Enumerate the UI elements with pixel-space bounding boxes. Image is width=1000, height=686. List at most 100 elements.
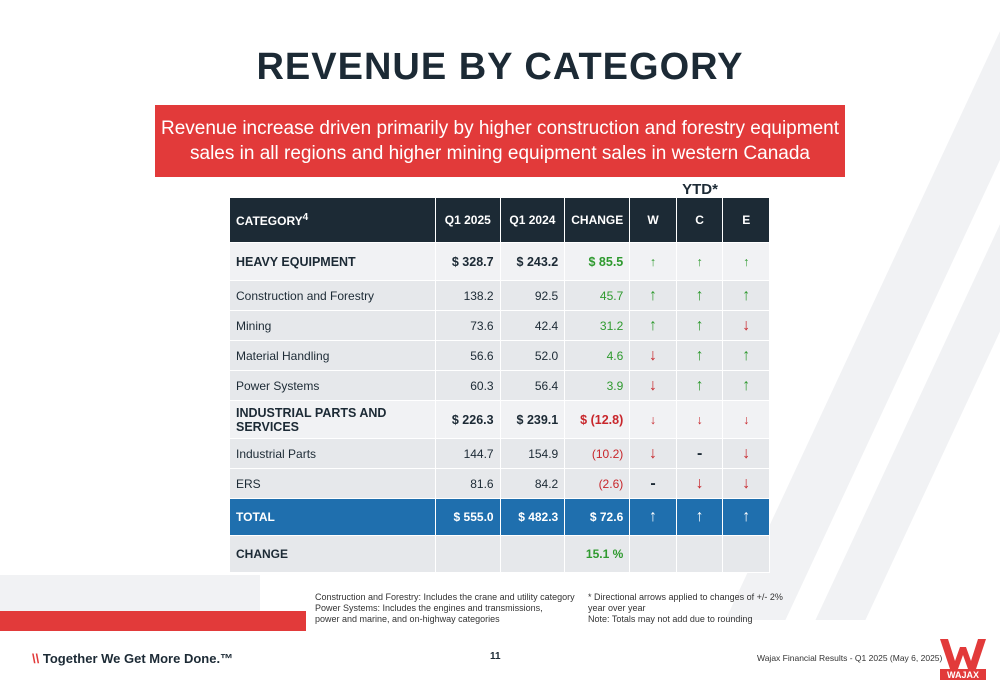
arrow-down-icon: ↓ — [629, 370, 677, 401]
footnote: Construction and Forestry: Includes the … — [315, 592, 575, 602]
row-label: Material Handling — [230, 340, 436, 371]
page-number: 11 — [490, 651, 501, 662]
arrow-down-icon: ↓ — [629, 400, 677, 439]
cell-empty — [722, 535, 770, 573]
accent-red-bar — [0, 611, 306, 631]
header-q1-2025: Q1 2025 — [435, 198, 501, 243]
row-label: Industrial Parts — [230, 438, 436, 469]
change-row: CHANGE 15.1 % — [230, 535, 770, 573]
table-row: INDUSTRIAL PARTS AND SERVICES $ 226.3 $ … — [230, 400, 770, 439]
row-label: ERS — [230, 468, 436, 499]
arrow-up-icon: ↑ — [629, 280, 677, 311]
arrow-up-icon: ↑ — [676, 280, 724, 311]
cell-q1-2024: $ 482.3 — [500, 498, 566, 536]
cell-change: $ 85.5 — [564, 242, 631, 281]
arrow-up-icon: ↑ — [676, 310, 724, 341]
table-row: HEAVY EQUIPMENT $ 328.7 $ 243.2 $ 85.5 ↑… — [230, 242, 770, 281]
footnote: year over year — [588, 603, 646, 613]
cell-q1-2024: 52.0 — [500, 340, 566, 371]
arrow-up-icon: ↑ — [676, 370, 724, 401]
table-row: Mining 73.6 42.4 31.2 ↑ ↑ ↓ — [230, 310, 770, 341]
cell-q1-2024: 84.2 — [500, 468, 566, 499]
arrow-down-icon: ↓ — [722, 468, 770, 499]
header-w: W — [629, 198, 677, 243]
arrow-up-icon: ↑ — [722, 370, 770, 401]
cell-change: 31.2 — [564, 310, 631, 341]
arrow-down-icon: ↓ — [722, 310, 770, 341]
cell-q1-2024: 92.5 — [500, 280, 566, 311]
cell-q1-2025: 138.2 — [435, 280, 501, 311]
arrow-down-icon: ↓ — [722, 400, 770, 439]
cell-q1-2024: $ 239.1 — [500, 400, 566, 439]
arrow-up-icon: ↑ — [722, 242, 770, 281]
footnote: Note: Totals may not add due to rounding — [588, 614, 753, 624]
header-category-footnote: 4 — [302, 212, 309, 223]
tagline-text: Together We Get More Done.™ — [42, 651, 234, 666]
arrow-down-icon: ↓ — [676, 468, 724, 499]
footer-document-title: Wajax Financial Results - Q1 2025 (May 6… — [757, 653, 943, 663]
header-e: E — [722, 198, 770, 243]
row-label: TOTAL — [230, 498, 436, 536]
cell-q1-2024: 154.9 — [500, 438, 566, 469]
cell-q1-2025: $ 328.7 — [435, 242, 501, 281]
cell-change: (2.6) — [564, 468, 631, 499]
cell-change: (10.2) — [564, 438, 631, 469]
footnotes-left: Construction and Forestry: Includes the … — [315, 592, 575, 625]
cell-q1-2025: 56.6 — [435, 340, 501, 371]
table-row: Material Handling 56.6 52.0 4.6 ↓ ↑ ↑ — [230, 340, 770, 371]
arrow-up-icon: ↑ — [629, 498, 677, 536]
row-label: INDUSTRIAL PARTS AND SERVICES — [230, 400, 436, 439]
arrow-down-icon: ↓ — [676, 400, 724, 439]
cell-empty — [435, 535, 501, 573]
table-header-row: CATEGORY4 Q1 2025 Q1 2024 CHANGE W C E — [230, 198, 770, 243]
revenue-table: CATEGORY4 Q1 2025 Q1 2024 CHANGE W C E H… — [230, 198, 770, 573]
arrow-up-icon: ↑ — [676, 498, 724, 536]
row-label: HEAVY EQUIPMENT — [230, 242, 436, 281]
arrow-up-icon: ↑ — [722, 340, 770, 371]
cell-empty — [500, 535, 566, 573]
table-row: Construction and Forestry 138.2 92.5 45.… — [230, 280, 770, 311]
cell-empty — [629, 535, 677, 573]
total-row: TOTAL $ 555.0 $ 482.3 $ 72.6 ↑ ↑ ↑ — [230, 498, 770, 536]
header-category: CATEGORY4 — [230, 198, 436, 243]
row-label: CHANGE — [230, 535, 436, 573]
row-label: Construction and Forestry — [230, 280, 436, 311]
row-label: Mining — [230, 310, 436, 341]
header-q1-2024: Q1 2024 — [500, 198, 566, 243]
banner-line-2: sales in all regions and higher mining e… — [190, 143, 810, 164]
arrow-down-icon: ↓ — [629, 340, 677, 371]
footnote: * Directional arrows applied to changes … — [588, 592, 783, 602]
arrow-up-icon: ↑ — [722, 498, 770, 536]
no-change-dash-icon: - — [676, 438, 724, 469]
cell-q1-2025: 81.6 — [435, 468, 501, 499]
cell-q1-2025: 73.6 — [435, 310, 501, 341]
footnote: power and marine, and on-highway categor… — [315, 614, 500, 624]
cell-change: 4.6 — [564, 340, 631, 371]
row-label: Power Systems — [230, 370, 436, 401]
arrow-up-icon: ↑ — [629, 242, 677, 281]
banner-line-1: Revenue increase driven primarily by hig… — [160, 118, 839, 139]
cell-q1-2025: 144.7 — [435, 438, 501, 469]
arrow-up-icon: ↑ — [676, 242, 724, 281]
tagline-slash-icon: \\ — [32, 651, 40, 666]
header-change: CHANGE — [564, 198, 631, 243]
cell-change: 45.7 — [564, 280, 631, 311]
cell-q1-2024: 42.4 — [500, 310, 566, 341]
footer-tagline: \\ Together We Get More Done.™ — [32, 651, 233, 666]
cell-change: 3.9 — [564, 370, 631, 401]
table-row: Power Systems 60.3 56.4 3.9 ↓ ↑ ↑ — [230, 370, 770, 401]
cell-empty — [676, 535, 724, 573]
arrow-up-icon: ↑ — [676, 340, 724, 371]
cell-q1-2024: $ 243.2 — [500, 242, 566, 281]
table-row: ERS 81.6 84.2 (2.6) - ↓ ↓ — [230, 468, 770, 499]
wajax-logo-icon: WAJAX — [940, 639, 986, 680]
logo-text: WAJAX — [947, 670, 979, 680]
cell-q1-2024: 56.4 — [500, 370, 566, 401]
footnote: Power Systems: Includes the engines and … — [315, 603, 543, 613]
footnotes-right: * Directional arrows applied to changes … — [588, 592, 783, 625]
arrow-up-icon: ↑ — [722, 280, 770, 311]
cell-change-percent: 15.1 % — [564, 535, 631, 573]
cell-q1-2025: $ 226.3 — [435, 400, 501, 439]
arrow-up-icon: ↑ — [629, 310, 677, 341]
no-change-dash-icon: - — [629, 468, 677, 499]
